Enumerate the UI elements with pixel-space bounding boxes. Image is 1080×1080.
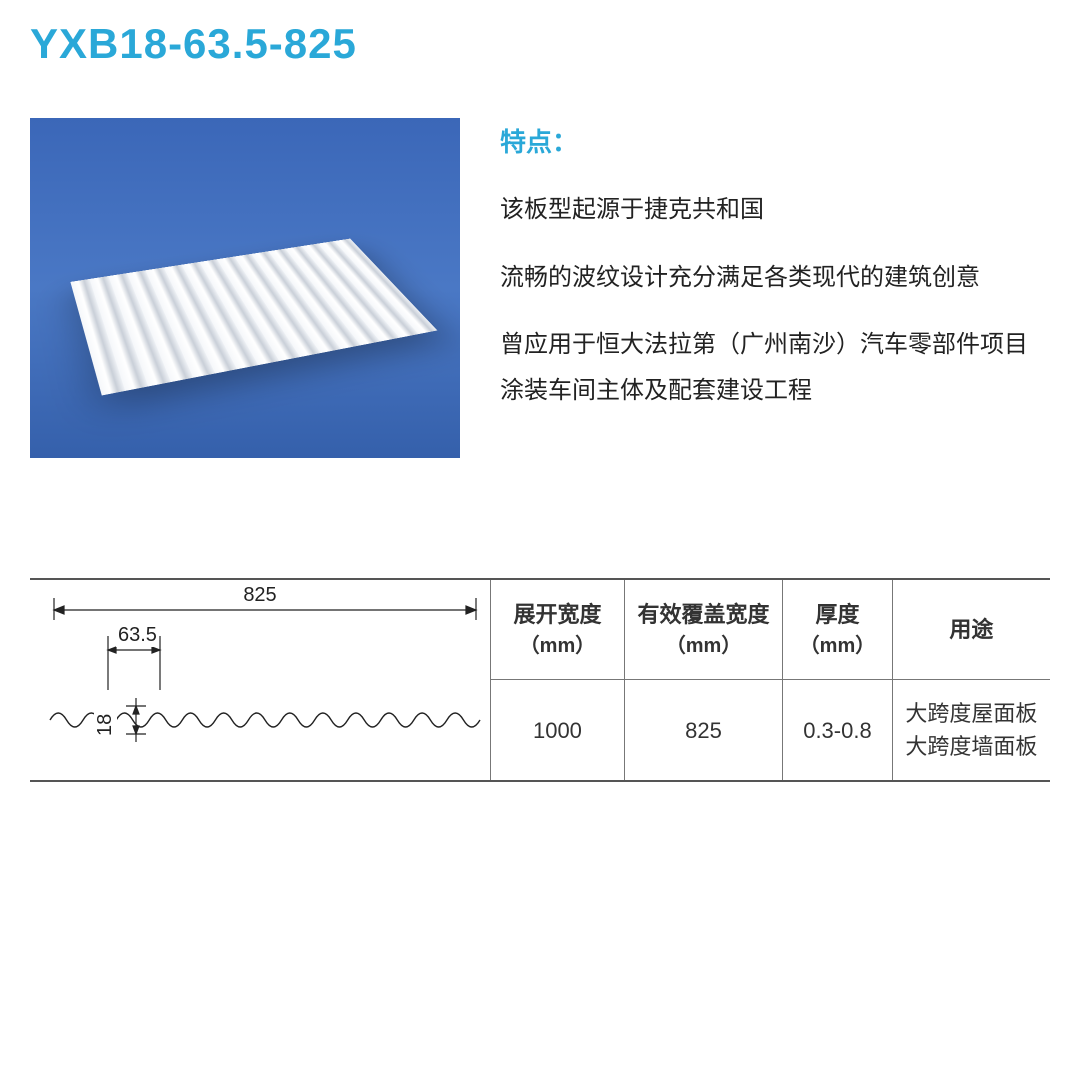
hdr-label: 有效覆盖宽度 <box>638 598 770 631</box>
col-header-cover: 有效覆盖宽度 （mm） <box>624 580 782 680</box>
col-header-thickness: 厚度 （mm） <box>782 580 892 680</box>
hdr-unit: （mm） <box>520 631 596 661</box>
features-block: 特点： 该板型起源于捷克共和国 流畅的波纹设计充分满足各类现代的建筑创意 曾应用… <box>500 118 1050 458</box>
dim-overall-width: 825 <box>241 584 278 607</box>
val-unfold-width: 1000 <box>490 680 624 780</box>
col-header-unfold: 展开宽度 （mm） <box>490 580 624 680</box>
hdr-label: 厚度 <box>815 598 859 631</box>
top-row: 特点： 该板型起源于捷克共和国 流畅的波纹设计充分满足各类现代的建筑创意 曾应用… <box>30 118 1050 458</box>
usage-line: 大跨度墙面板 <box>905 730 1037 763</box>
hdr-unit: （mm） <box>666 631 742 661</box>
corrugated-sheet <box>70 239 437 396</box>
feature-line: 该板型起源于捷克共和国 <box>500 187 1050 233</box>
diagram-svg <box>30 580 490 780</box>
hdr-unit: （mm） <box>800 631 876 661</box>
spec-table: 展开宽度 （mm） 有效覆盖宽度 （mm） 厚度 （mm） 用途 1000 82… <box>490 580 1050 780</box>
col-header-usage: 用途 <box>892 580 1050 680</box>
feature-line: 流畅的波纹设计充分满足各类现代的建筑创意 <box>500 255 1050 301</box>
val-cover-width: 825 <box>624 680 782 780</box>
product-photo <box>30 118 460 458</box>
hdr-label: 用途 <box>949 613 993 646</box>
val-thickness: 0.3-0.8 <box>782 680 892 780</box>
product-title: YXB18-63.5-825 <box>30 20 1050 68</box>
feature-line: 曾应用于恒大法拉第（广州南沙）汽车零部件项目涂装车间主体及配套建设工程 <box>500 322 1050 413</box>
usage-line: 大跨度屋面板 <box>905 697 1037 730</box>
val-usage: 大跨度屋面板大跨度墙面板 <box>892 680 1050 780</box>
hdr-label: 展开宽度 <box>513 598 601 631</box>
features-heading: 特点： <box>500 122 1050 159</box>
dim-height: 18 <box>94 712 117 738</box>
dim-pitch: 63.5 <box>116 624 159 647</box>
profile-diagram: 825 63.5 18 <box>30 580 490 780</box>
spec-row: 825 63.5 18 展开宽度 （mm） 有效覆盖宽度 （mm） 厚度 （mm… <box>30 578 1050 782</box>
